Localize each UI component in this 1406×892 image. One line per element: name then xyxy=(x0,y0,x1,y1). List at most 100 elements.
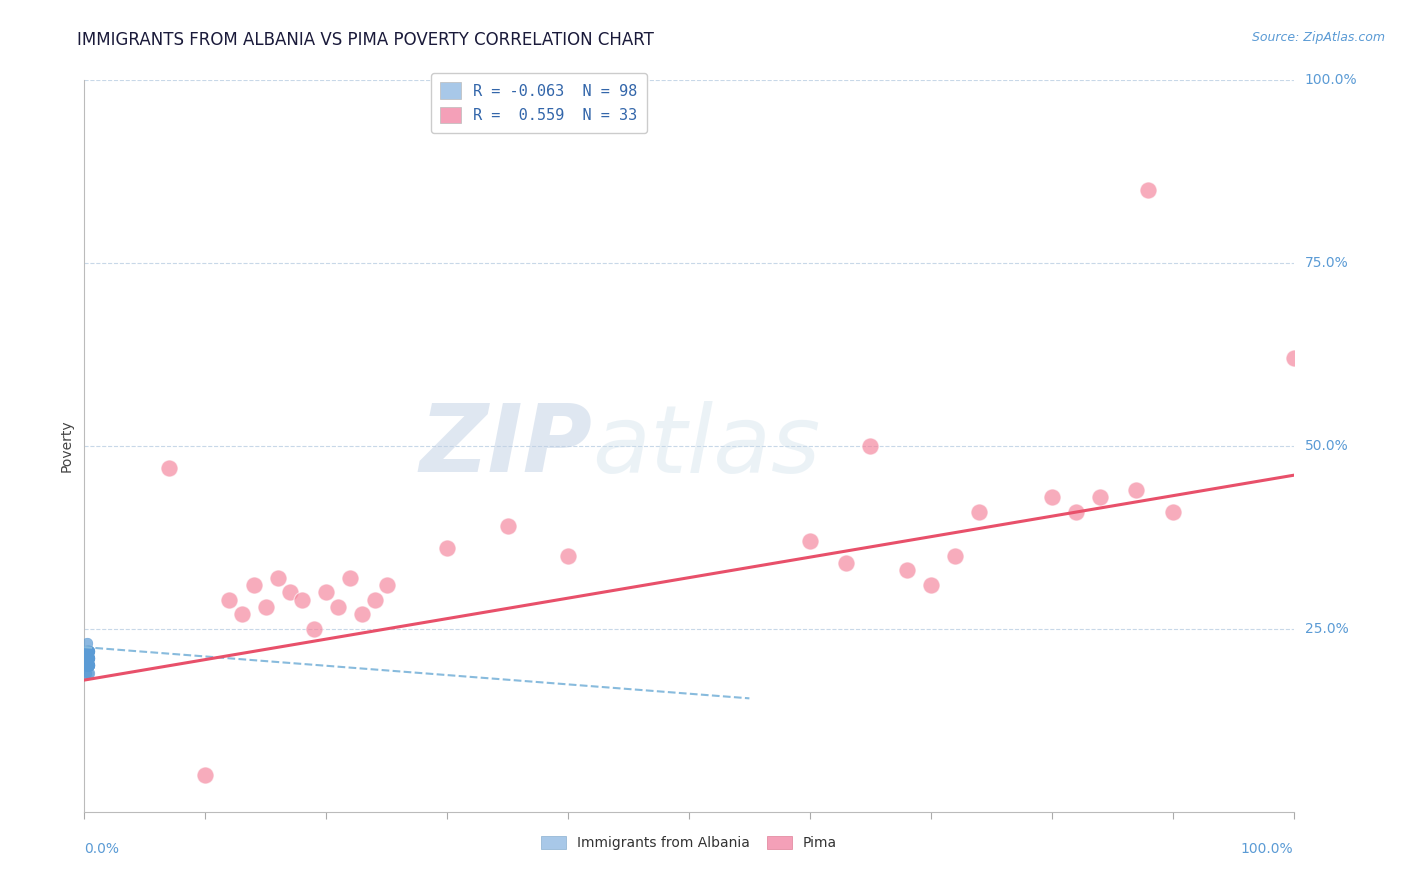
Point xyxy=(920,578,942,592)
Point xyxy=(75,651,97,665)
Point xyxy=(943,549,966,563)
Point xyxy=(77,651,100,665)
Point xyxy=(77,651,100,665)
Point xyxy=(75,644,97,658)
Point xyxy=(77,651,100,665)
Point xyxy=(1088,490,1111,504)
Point xyxy=(75,651,97,665)
Point xyxy=(339,571,361,585)
Point xyxy=(77,651,100,665)
Point xyxy=(77,658,100,673)
Point xyxy=(76,651,98,665)
Point xyxy=(76,658,98,673)
Point xyxy=(75,651,97,665)
Text: Source: ZipAtlas.com: Source: ZipAtlas.com xyxy=(1251,31,1385,45)
Point xyxy=(76,658,98,673)
Point xyxy=(76,651,98,665)
Point xyxy=(77,665,100,680)
Point xyxy=(77,665,100,680)
Point xyxy=(75,651,97,665)
Point xyxy=(75,658,97,673)
Point xyxy=(77,658,100,673)
Point xyxy=(218,592,240,607)
Point xyxy=(77,658,100,673)
Point xyxy=(76,651,98,665)
Point xyxy=(967,505,990,519)
Point xyxy=(75,658,97,673)
Point xyxy=(75,658,97,673)
Point xyxy=(436,541,458,556)
Point xyxy=(75,651,97,665)
Text: ZIP: ZIP xyxy=(419,400,592,492)
Point xyxy=(77,658,100,673)
Point xyxy=(77,644,100,658)
Text: IMMIGRANTS FROM ALBANIA VS PIMA POVERTY CORRELATION CHART: IMMIGRANTS FROM ALBANIA VS PIMA POVERTY … xyxy=(77,31,654,49)
Point xyxy=(75,644,97,658)
Point xyxy=(75,644,97,658)
Point xyxy=(1161,505,1184,519)
Point xyxy=(77,658,100,673)
Point xyxy=(77,658,100,673)
Point xyxy=(77,658,100,673)
Y-axis label: Poverty: Poverty xyxy=(59,420,73,472)
Point xyxy=(77,651,100,665)
Point xyxy=(375,578,398,592)
Point xyxy=(77,651,100,665)
Text: 100.0%: 100.0% xyxy=(1305,73,1357,87)
Point xyxy=(194,768,217,782)
Point xyxy=(302,622,325,636)
Point xyxy=(75,658,97,673)
Point xyxy=(496,519,519,533)
Point xyxy=(76,651,98,665)
Point xyxy=(242,578,264,592)
Point xyxy=(76,651,98,665)
Point xyxy=(76,651,98,665)
Point xyxy=(75,644,97,658)
Point xyxy=(77,644,100,658)
Point xyxy=(77,658,100,673)
Point xyxy=(75,658,97,673)
Point xyxy=(77,651,100,665)
Point xyxy=(77,651,100,665)
Point xyxy=(77,658,100,673)
Point xyxy=(77,651,100,665)
Point xyxy=(77,665,100,680)
Point xyxy=(77,658,100,673)
Point xyxy=(75,658,97,673)
Point xyxy=(835,556,858,570)
Point xyxy=(254,599,277,614)
Point xyxy=(363,592,385,607)
Point xyxy=(76,636,98,650)
Point xyxy=(77,658,100,673)
Point xyxy=(76,658,98,673)
Point xyxy=(76,644,98,658)
Point xyxy=(76,651,98,665)
Text: 0.0%: 0.0% xyxy=(84,842,120,856)
Point xyxy=(1282,351,1305,366)
Point xyxy=(1040,490,1063,504)
Point xyxy=(76,658,98,673)
Point xyxy=(77,658,100,673)
Point xyxy=(75,651,97,665)
Point xyxy=(328,599,350,614)
Point xyxy=(77,658,100,673)
Point xyxy=(77,651,100,665)
Point xyxy=(352,607,374,622)
Point xyxy=(77,658,100,673)
Point xyxy=(77,651,100,665)
Point xyxy=(76,658,98,673)
Point xyxy=(75,651,97,665)
Text: atlas: atlas xyxy=(592,401,821,491)
Point xyxy=(77,644,100,658)
Point xyxy=(77,644,100,658)
Point xyxy=(75,658,97,673)
Point xyxy=(1064,505,1087,519)
Point xyxy=(859,439,882,453)
Point xyxy=(77,651,100,665)
Point xyxy=(76,651,98,665)
Point xyxy=(76,636,98,650)
Point xyxy=(75,658,97,673)
Point xyxy=(76,658,98,673)
Point xyxy=(76,658,98,673)
Point xyxy=(77,644,100,658)
